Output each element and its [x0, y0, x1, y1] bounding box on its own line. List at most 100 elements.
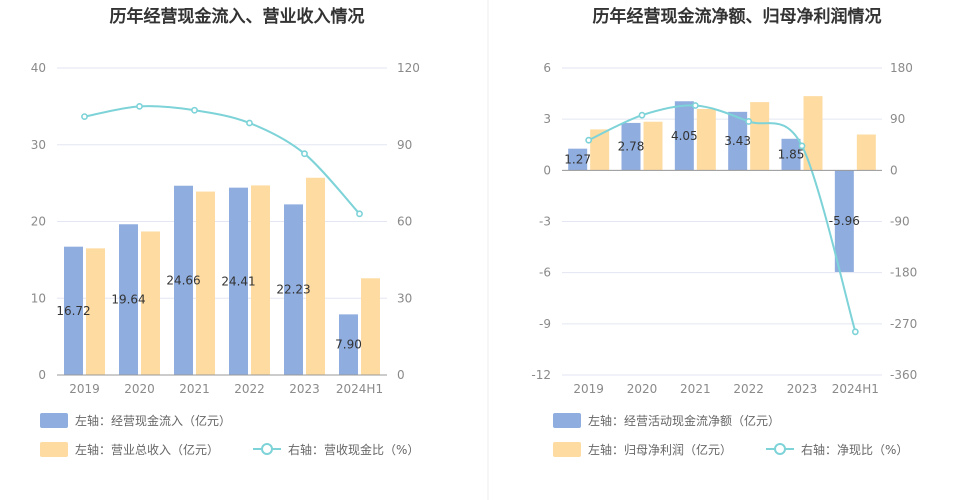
y-right-tick-label: 180 [890, 61, 913, 75]
bar-left-series [229, 187, 248, 375]
y-right-tick-label: 30 [397, 291, 412, 305]
x-tick-label: 2024H1 [336, 382, 383, 396]
y-right-tick-label: 60 [397, 215, 412, 229]
bar-right-series [86, 248, 105, 375]
legend-marker [261, 443, 273, 455]
y-left-tick-label: 20 [31, 215, 46, 229]
ratio-line-point [301, 150, 308, 158]
x-tick-label: 2022 [234, 382, 265, 396]
ratio-line-point [798, 142, 806, 150]
ratio-line-point [246, 119, 253, 127]
chart-panel-net-cash-flow-profit: 历年经营现金流净额、归母净利润情况 1.27 2.78 4.05 3.43 1.85 -5… [531, 6, 917, 457]
x-tick-label: 2023 [289, 382, 320, 396]
y-right-tick-label: -270 [890, 317, 917, 331]
bar-data-label: 24.41 [221, 274, 255, 288]
chart-panel-cash-inflow-revenue: 历年经营现金流入、营业收入情况 16.72 19.64 24.66 24.41 22.2… [31, 6, 420, 457]
bar-right-series [251, 185, 270, 375]
ratio-line-point [191, 106, 198, 114]
y-right-tick-label: 0 [890, 163, 898, 177]
legend-item-net-profit[interactable]: 左轴：归母净利润（亿元） [553, 442, 732, 457]
legend: 左轴：经营现金流入（亿元） 左轴：营业总收入（亿元） 右轴：营收现金比（%） [40, 413, 419, 457]
legend-marker [774, 443, 786, 455]
legend-item-cash-inflow[interactable]: 左轴：经营现金流入（亿元） [40, 413, 231, 428]
ratio-line-point [638, 111, 646, 119]
x-tick-label: 2024H1 [832, 382, 879, 396]
ratio-line-point [691, 102, 699, 109]
bar-data-label: 3.43 [724, 134, 751, 148]
y-left-tick-label: -12 [531, 368, 551, 382]
bar-left-series [674, 101, 694, 171]
legend-label: 右轴：营收现金比（%） [288, 442, 419, 457]
ratio-line-point [585, 136, 593, 144]
ratio-line-point [851, 328, 859, 336]
chart-title: 历年经营现金流入、营业收入情况 [110, 6, 365, 27]
bar-left-series [174, 185, 193, 375]
y-left-tick-label: 10 [31, 291, 46, 305]
bar-left-series [339, 314, 358, 375]
bar-data-label: 1.85 [778, 148, 805, 162]
x-tick-label: 2019 [69, 382, 100, 396]
x-tick-label: 2023 [787, 382, 818, 396]
y-right-tick-label: 0 [397, 368, 405, 382]
y-right-tick-label: 90 [890, 112, 905, 126]
bar-right-series [306, 177, 325, 375]
legend-label: 左轴：经营现金流入（亿元） [75, 413, 231, 428]
y-left-tick-label: 0 [38, 368, 46, 382]
bar-right-series [141, 231, 160, 375]
legend: 左轴：经营活动现金流净额（亿元） 左轴：归母净利润（亿元） 右轴：净现比（%） [553, 413, 908, 457]
x-tick-label: 2019 [573, 382, 604, 396]
x-tick-label: 2021 [179, 382, 210, 396]
bar-left-series [834, 170, 854, 272]
legend-label: 左轴：营业总收入（亿元） [75, 442, 219, 457]
bar-data-label: 7.90 [335, 338, 362, 352]
y-left-tick-label: -3 [539, 215, 551, 229]
bar-data-label: 2.78 [618, 140, 645, 154]
bar-right-series [361, 278, 380, 375]
bar-right-series [856, 134, 876, 171]
y-left-tick-label: -9 [539, 317, 551, 331]
legend-item-revenue-cash-ratio[interactable]: 右轴：营收现金比（%） [253, 442, 419, 457]
bar-right-series [196, 191, 215, 375]
bar-data-label: 24.66 [166, 273, 200, 287]
y-right-tick-label: -90 [890, 215, 910, 229]
legend-swatch [553, 442, 581, 457]
y-left-tick-label: 40 [31, 61, 46, 75]
bar-data-label: 16.72 [56, 304, 90, 318]
bar-left-series [781, 138, 801, 171]
y-left-tick-label: 6 [543, 61, 551, 75]
bar-data-label: -5.96 [829, 214, 860, 228]
legend-swatch [40, 413, 68, 428]
bar-left-series [568, 148, 588, 171]
legend-label: 左轴：归母净利润（亿元） [588, 442, 732, 457]
bar-data-label: 1.27 [564, 153, 591, 167]
y-left-tick-label: 3 [543, 112, 551, 126]
legend-item-revenue[interactable]: 左轴：营业总收入（亿元） [40, 442, 219, 457]
bar-left-series [64, 246, 83, 375]
chart-title: 历年经营现金流净额、归母净利润情况 [593, 6, 882, 27]
bar-right-series [590, 129, 610, 171]
legend-item-net-cash-flow[interactable]: 左轴：经营活动现金流净额（亿元） [553, 413, 780, 428]
y-right-tick-label: 120 [397, 61, 420, 75]
ratio-line-point [356, 210, 363, 218]
bar-data-label: 4.05 [671, 129, 698, 143]
y-right-tick-label: -180 [890, 266, 917, 280]
y-left-tick-label: -6 [539, 266, 551, 280]
bar-left-series [284, 204, 303, 375]
legend-label: 左轴：经营活动现金流净额（亿元） [588, 413, 780, 428]
ratio-line-point [81, 113, 88, 121]
y-left-tick-label: 30 [31, 138, 46, 152]
y-right-tick-label: -360 [890, 368, 917, 382]
bar-left-series [728, 111, 748, 171]
bar-left-series [621, 122, 641, 171]
x-tick-label: 2021 [680, 382, 711, 396]
bar-right-series [643, 121, 663, 171]
x-tick-label: 2022 [733, 382, 764, 396]
legend-label: 右轴：净现比（%） [801, 442, 908, 457]
bar-left-series [119, 224, 138, 375]
legend-item-net-cash-ratio[interactable]: 右轴：净现比（%） [766, 442, 908, 457]
y-left-tick-label: 0 [543, 163, 551, 177]
bar-right-series [696, 108, 716, 171]
x-tick-label: 2020 [627, 382, 658, 396]
bar-right-series [750, 102, 770, 171]
